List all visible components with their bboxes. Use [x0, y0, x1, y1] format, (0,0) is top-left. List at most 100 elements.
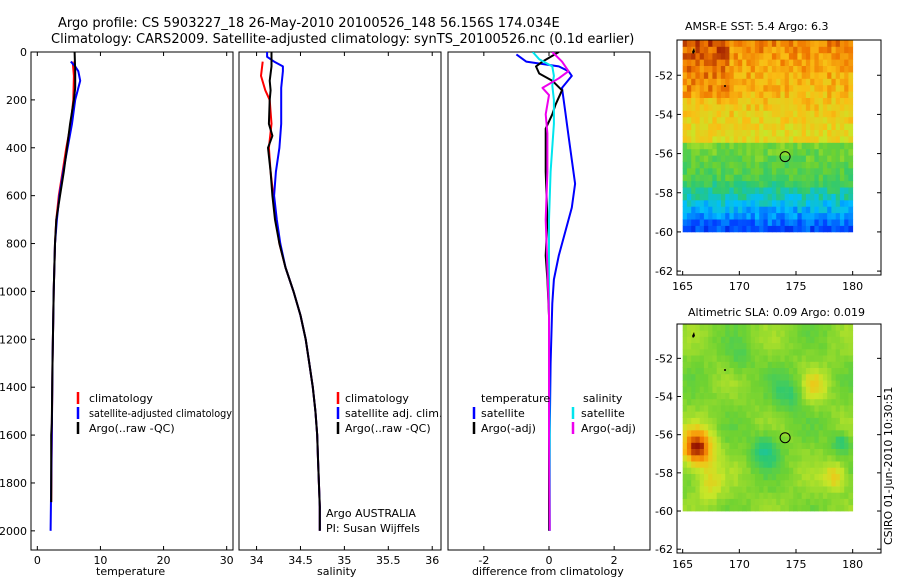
sst-map-cell — [712, 174, 718, 182]
sla-map-cell — [733, 436, 739, 443]
sla-map-cell — [763, 336, 769, 344]
sla-map-cell — [839, 361, 845, 368]
sst-map-cell — [720, 72, 726, 79]
sla-map-cell — [788, 461, 794, 468]
sst-map-cell — [691, 110, 696, 118]
sla-map-cell — [780, 486, 786, 493]
sla-map-cell — [712, 423, 718, 431]
sla-map-cell — [720, 492, 726, 499]
sst-map-cell — [733, 219, 739, 226]
sst-map-cell — [691, 97, 696, 105]
sst-map-cell — [822, 142, 828, 150]
sst-map-cell — [725, 225, 730, 233]
sst-map-cell — [742, 212, 747, 220]
sla-map-cell — [848, 467, 854, 474]
sla-map-cell — [848, 336, 854, 344]
sst-map-cell — [788, 97, 794, 105]
sst-map-cell — [805, 78, 811, 86]
sla-map-cell — [729, 430, 735, 437]
sla-map-cell — [844, 386, 849, 393]
sla-map-cell — [754, 504, 760, 512]
sla-map-cell — [682, 498, 688, 506]
sla-map-cell — [716, 498, 722, 506]
sla-map-cell — [822, 473, 828, 481]
sst-map-cell — [814, 40, 819, 47]
sst-map-cell — [797, 155, 803, 162]
sst-map-cell — [686, 72, 692, 79]
sst-map-cell — [771, 155, 777, 162]
sla-map-cell — [784, 461, 790, 468]
sst-map-cell — [746, 206, 752, 214]
sst-map-cell — [742, 136, 747, 143]
sst-map-cell — [729, 52, 735, 60]
sst-map-cell — [716, 180, 722, 188]
sla-map-cell — [750, 454, 756, 462]
sst-map-cell — [742, 104, 747, 111]
sst-map-cell — [801, 187, 807, 194]
sst-map-cell — [793, 161, 798, 169]
sla-map-cell — [797, 324, 803, 331]
sla-map-cell — [801, 473, 807, 481]
sst-map-cell — [708, 104, 713, 111]
sst-map-cell — [695, 136, 701, 143]
sst-map-cell — [716, 148, 722, 156]
sla-map-cell — [793, 454, 798, 462]
sla-map-cell — [810, 392, 815, 400]
sla-map-cell — [767, 430, 773, 437]
sla-map-cell — [754, 430, 760, 437]
sst-map-cell — [737, 65, 743, 73]
sla-map-cell — [686, 336, 692, 344]
sla-map-cell — [801, 430, 807, 437]
sla-map-cell — [818, 448, 824, 456]
sst-map-cell — [720, 206, 726, 214]
sst-map-cell — [767, 59, 773, 66]
sst-map-cell — [737, 52, 743, 60]
sst-map-cell — [797, 219, 803, 226]
sla-map-cell — [695, 355, 701, 362]
sst-map-cell — [686, 104, 692, 111]
sla-map-cell — [686, 448, 692, 456]
sst-map-cell — [682, 206, 688, 214]
sla-map-cell — [767, 324, 773, 331]
sla-map-cell — [827, 342, 832, 350]
temperature-xtick-label: 20 — [157, 554, 171, 567]
sla-map-cell — [848, 411, 854, 418]
sst-map-cell — [797, 225, 803, 233]
sla-map-cell — [754, 355, 760, 362]
sst-map-cell — [716, 161, 722, 169]
sst-map-cell — [682, 136, 688, 143]
sst-map-cell — [831, 167, 837, 175]
sla-map-cell — [788, 448, 794, 456]
sst-map-cell — [703, 148, 709, 156]
sla-map-cell — [788, 492, 794, 499]
sla-map-cell — [729, 498, 735, 506]
sla-map-cell — [682, 398, 688, 406]
sla-map-cell — [814, 448, 819, 456]
sla-map-cell — [784, 342, 790, 350]
sla-map-cell — [797, 442, 803, 449]
sla-map-cell — [725, 473, 730, 481]
sla-map-cell — [703, 386, 709, 393]
sla-map-cell — [682, 361, 688, 368]
sla-map-cell — [695, 423, 701, 431]
sst-map-cell — [788, 155, 794, 162]
sla-map-cell — [725, 342, 730, 350]
sla-map-cell — [776, 467, 781, 474]
sst-map-cell — [788, 59, 794, 66]
sla-map-ytick-label: -54 — [655, 391, 673, 404]
sst-map-cell — [716, 52, 722, 60]
sst-map-cell — [810, 193, 815, 201]
sst-map-cell — [759, 116, 764, 124]
sla-map-cell — [844, 504, 849, 512]
sst-map-cell — [746, 199, 752, 207]
sst-map-cell — [716, 155, 722, 162]
sst-map-cell — [754, 52, 760, 60]
sla-map-cell — [780, 398, 786, 406]
sla-map-cell — [682, 436, 688, 443]
sla-map-cell — [776, 504, 781, 512]
sst-map-ytick-label: -54 — [655, 108, 673, 121]
sla-map-cell — [822, 498, 828, 506]
sst-map-cell — [737, 225, 743, 233]
sst-map-cell — [767, 116, 773, 124]
sla-map-cell — [759, 392, 764, 400]
